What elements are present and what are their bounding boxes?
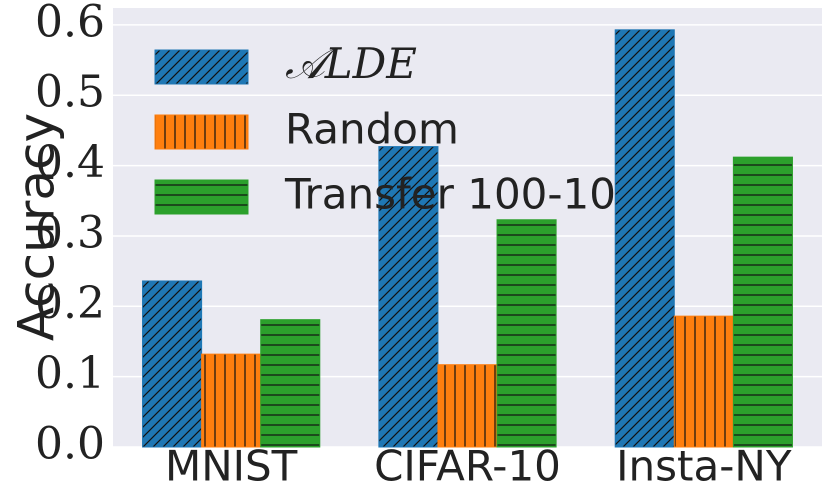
bar [378,146,439,448]
bar [614,29,675,448]
legend-label: 𝒜LDE [285,39,417,88]
bar [673,315,734,448]
legend-swatch [154,49,249,85]
bar [142,280,203,448]
legend-swatch [154,114,249,150]
y-tick-label: 0.5 [35,67,105,118]
bar [496,219,557,448]
y-tick-label: 0.0 [35,419,105,470]
y-tick-label: 0.4 [35,137,105,188]
legend-swatch [154,179,249,215]
bar [437,364,498,448]
legend-label: Random [285,105,459,154]
x-tick-label: MNIST [165,442,298,491]
y-tick-label: 0.6 [35,0,105,47]
bar [260,319,321,448]
y-axis-label: Accuracy [8,113,66,341]
bar [201,353,262,448]
x-tick-label: CIFAR-10 [374,442,561,491]
y-tick-label: 0.3 [35,207,105,258]
x-tick-label: Insta-NY [616,442,792,491]
y-tick-label: 0.2 [35,278,105,329]
legend-label: Transfer 100-10 [284,170,616,219]
y-tick-label: 0.1 [35,348,105,399]
bar [732,156,793,448]
